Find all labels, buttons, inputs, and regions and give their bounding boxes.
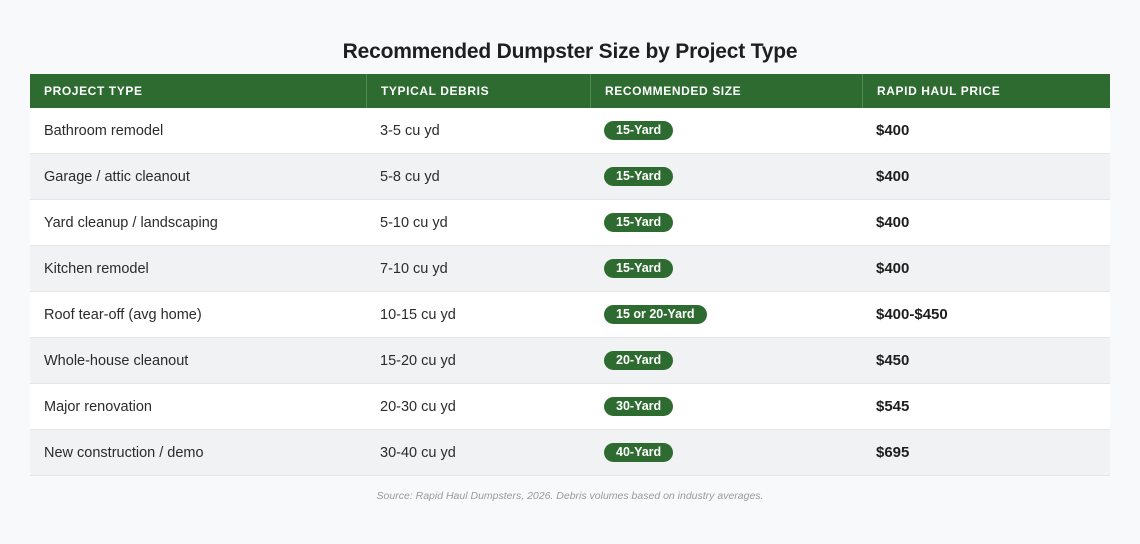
debris-cell: 7-10 cu yd (380, 260, 448, 277)
project-type-cell: Kitchen remodel (44, 260, 149, 277)
size-cell: 15 or 20-Yard (590, 292, 862, 337)
project-type-cell: Garage / attic cleanout (44, 168, 190, 185)
size-badge: 20-Yard (604, 351, 674, 370)
price-cell: $400-$450 (876, 306, 948, 323)
project-type-cell: Major renovation (44, 398, 152, 415)
debris-cell: 3-5 cu yd (380, 122, 440, 139)
debris-cell: 20-30 cu yd (380, 398, 456, 415)
debris-cell: 5-10 cu yd (380, 214, 448, 231)
table-header: PROJECT TYPE TYPICAL DEBRIS RECOMMENDED … (30, 74, 1110, 108)
dumpster-size-table: PROJECT TYPE TYPICAL DEBRIS RECOMMENDED … (30, 74, 1110, 476)
size-cell: 15-Yard (590, 246, 862, 291)
debris-cell: 15-20 cu yd (380, 352, 456, 369)
size-badge: 40-Yard (604, 443, 674, 462)
debris-cell: 5-8 cu yd (380, 168, 440, 185)
source-note: Source: Rapid Haul Dumpsters, 2026. Debr… (376, 490, 764, 502)
table-row: Major renovation 20-30 cu yd 30-Yard $54… (30, 384, 1110, 430)
size-badge: 15 or 20-Yard (604, 305, 707, 324)
size-cell: 15-Yard (590, 200, 862, 245)
size-badge: 30-Yard (604, 397, 674, 416)
column-header-price[interactable]: RAPID HAUL PRICE (862, 74, 1110, 108)
size-cell: 20-Yard (590, 338, 862, 383)
debris-cell: 10-15 cu yd (380, 306, 456, 323)
size-badge: 15-Yard (604, 121, 674, 140)
size-cell: 40-Yard (590, 430, 862, 475)
price-cell: $400 (876, 122, 910, 139)
size-cell: 15-Yard (590, 154, 862, 199)
table-row: Kitchen remodel 7-10 cu yd 15-Yard $400 (30, 246, 1110, 292)
table-row: New construction / demo 30-40 cu yd 40-Y… (30, 430, 1110, 476)
price-cell: $400 (876, 168, 910, 185)
size-cell: 15-Yard (590, 108, 862, 153)
price-cell: $400 (876, 214, 910, 231)
price-cell: $400 (876, 260, 910, 277)
table-row: Roof tear-off (avg home) 10-15 cu yd 15 … (30, 292, 1110, 338)
debris-cell: 30-40 cu yd (380, 444, 456, 461)
table-row: Garage / attic cleanout 5-8 cu yd 15-Yar… (30, 154, 1110, 200)
size-badge: 15-Yard (604, 259, 674, 278)
project-type-cell: Yard cleanup / landscaping (44, 214, 218, 231)
size-cell: 30-Yard (590, 384, 862, 429)
size-badge: 15-Yard (604, 213, 674, 232)
size-badge: 15-Yard (604, 167, 674, 186)
price-cell: $695 (876, 444, 910, 461)
column-header-typical-debris[interactable]: TYPICAL DEBRIS (366, 74, 590, 108)
column-header-recommended-size[interactable]: RECOMMENDED SIZE (590, 74, 862, 108)
price-cell: $450 (876, 352, 910, 369)
table-row: Yard cleanup / landscaping 5-10 cu yd 15… (30, 200, 1110, 246)
page-title: Recommended Dumpster Size by Project Typ… (342, 40, 798, 63)
project-type-cell: New construction / demo (44, 444, 204, 461)
price-cell: $545 (876, 398, 910, 415)
table-row: Bathroom remodel 3-5 cu yd 15-Yard $400 (30, 108, 1110, 154)
column-header-project-type[interactable]: PROJECT TYPE (44, 84, 143, 98)
project-type-cell: Whole-house cleanout (44, 352, 189, 369)
project-type-cell: Roof tear-off (avg home) (44, 306, 202, 323)
project-type-cell: Bathroom remodel (44, 122, 164, 139)
table-row: Whole-house cleanout 15-20 cu yd 20-Yard… (30, 338, 1110, 384)
